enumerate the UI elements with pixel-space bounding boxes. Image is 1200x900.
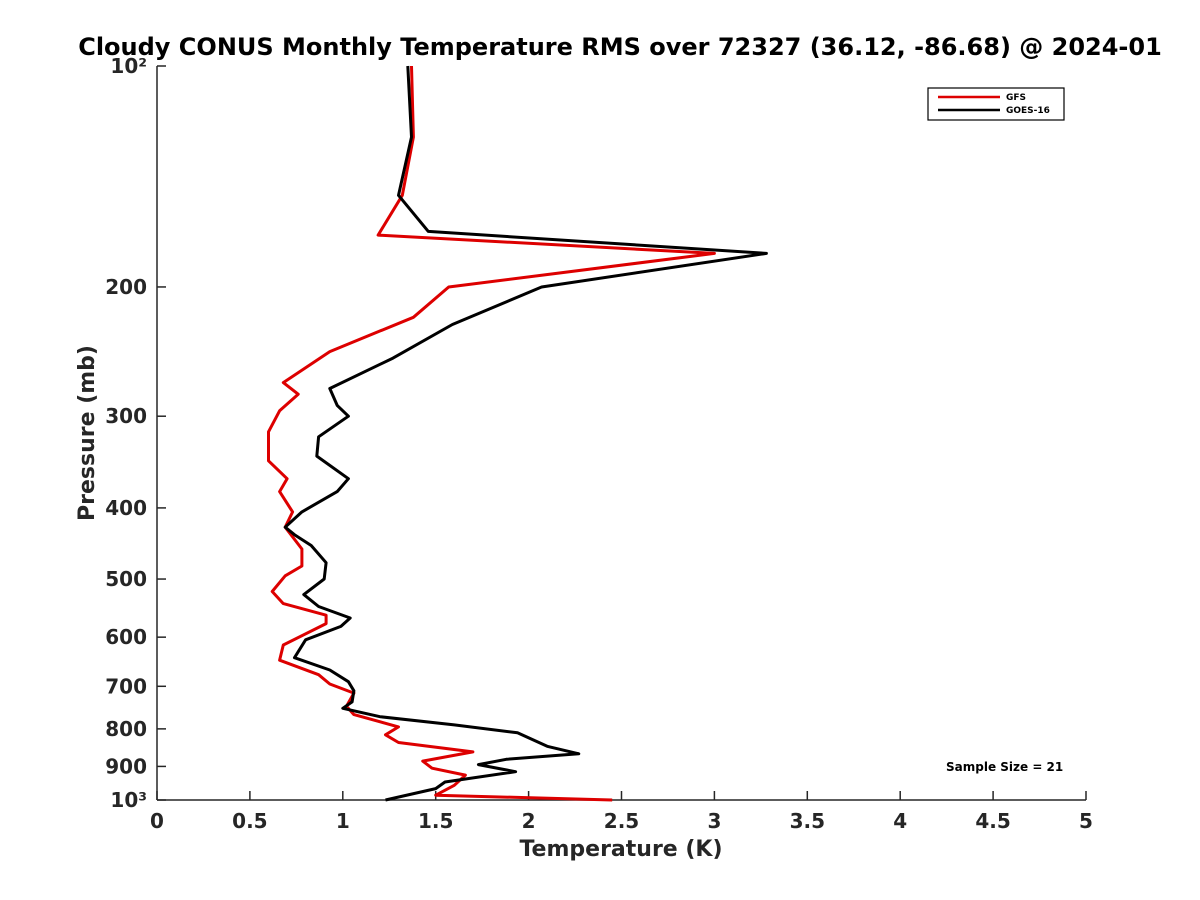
y-tick-label: 900: [105, 754, 147, 778]
series-line-goes16: [283, 65, 768, 802]
series-line-gfs: [267, 65, 716, 802]
legend-label-gfs: GFS: [1006, 93, 1026, 103]
y-tick-label: 10³: [110, 788, 147, 812]
x-tick-label: 0.5: [232, 809, 267, 833]
y-tick-label: 400: [105, 496, 147, 520]
x-ticks: 0 0.5 1 1.5 2 2.5 3 3.5 4 4.5 5: [150, 791, 1093, 833]
y-tick-label: 700: [105, 674, 147, 698]
x-tick-label: 0: [150, 809, 164, 833]
x-tick-label: 1: [336, 809, 350, 833]
sample-size-annotation: Sample Size = 21: [946, 760, 1063, 774]
x-tick-label: 2: [522, 809, 536, 833]
series-group: [267, 65, 768, 802]
y-tick-label: 300: [105, 404, 147, 428]
legend-label-goes16: GOES-16: [1006, 106, 1050, 116]
x-tick-label: 4: [893, 809, 907, 833]
y-tick-label: 600: [105, 625, 147, 649]
x-tick-label: 5: [1079, 809, 1093, 833]
plot-area: 0 0.5 1 1.5 2 2.5 3 3.5 4 4.5 5 10² 200 300 400 500 600…: [105, 54, 1093, 833]
x-tick-label: 1.5: [418, 809, 453, 833]
x-tick-label: 2.5: [604, 809, 639, 833]
x-tick-label: 3: [707, 809, 721, 833]
y-tick-label: 10²: [110, 54, 147, 78]
x-tick-label: 3.5: [790, 809, 825, 833]
y-ticks: 10² 200 300 400 500 600 700 800 900 10³: [105, 54, 166, 812]
x-tick-label: 4.5: [975, 809, 1010, 833]
chart-title: Cloudy CONUS Monthly Temperature RMS ove…: [78, 33, 1162, 61]
y-tick-label: 500: [105, 567, 147, 591]
y-tick-label: 200: [105, 275, 147, 299]
y-tick-label: 800: [105, 717, 147, 741]
legend: GFS GOES-16: [927, 87, 1065, 121]
y-axis-label: Pressure (mb): [75, 345, 100, 521]
x-axis-label: Temperature (K): [519, 837, 722, 862]
legend-box: [927, 87, 1065, 121]
